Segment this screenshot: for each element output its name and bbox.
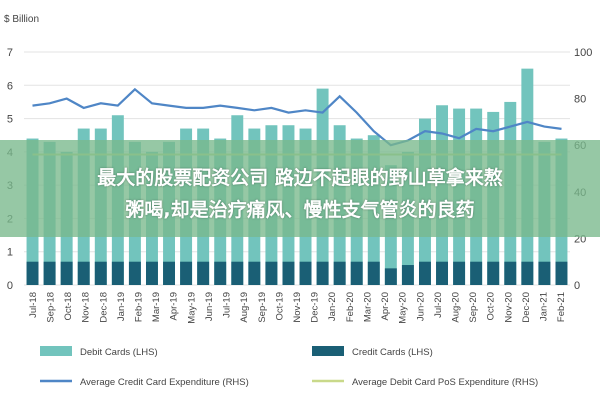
credit-bar [350, 261, 363, 285]
credit-bar [111, 261, 124, 285]
legend-label: Average Debit Card PoS Expenditure (RHS) [352, 377, 538, 388]
credit-bar [145, 261, 158, 285]
x-tick-label: Jan-21 [539, 292, 550, 321]
x-tick-label: Jun-20 [415, 292, 426, 321]
credit-bar [316, 261, 329, 285]
x-tick-label: Jun-19 [204, 292, 215, 321]
credit-bar [401, 265, 414, 285]
x-tick-label: Aug-20 [451, 292, 462, 323]
overlay-line-1: 最大的股票配资公司 路边不起眼的野山草拿来熬 [97, 167, 503, 189]
legend-label: Average Credit Card Expenditure (RHS) [80, 377, 249, 388]
credit-bar [436, 261, 449, 285]
credit-bar [470, 261, 483, 285]
credit-bar [418, 261, 431, 285]
credit-bar [128, 261, 141, 285]
credit-bar [94, 261, 107, 285]
credit-bar [265, 261, 278, 285]
x-tick-label: Jan-20 [327, 292, 338, 321]
x-tick-label: Jan-19 [116, 292, 127, 321]
legend-swatch [312, 346, 344, 356]
credit-bar [538, 261, 551, 285]
x-tick-labels: Jul-18 Sep-18 Oct-18 Nov-18 Dec-18 Jan-19 Feb-… [28, 292, 567, 324]
credit-bar [77, 261, 90, 285]
legend-label: Credit Cards (LHS) [352, 347, 433, 358]
x-tick-label: May-19 [186, 292, 197, 324]
x-tick-label: Dec-18 [98, 292, 109, 323]
credit-bar [231, 261, 244, 285]
credit-cards-bars [26, 261, 568, 285]
x-tick-label: Feb-20 [345, 292, 356, 322]
legend-label: Debit Cards (LHS) [80, 347, 158, 358]
x-tick-label: Feb-21 [556, 292, 567, 322]
x-tick-label: Jul-20 [433, 292, 444, 318]
credit-bar [333, 261, 346, 285]
y-right-tick: 80 [574, 94, 586, 106]
x-tick-label: Oct-18 [63, 292, 74, 321]
x-tick-label: Apr-20 [380, 292, 391, 321]
x-tick-label: Aug-19 [239, 292, 250, 323]
y-right-tick: 0 [574, 280, 580, 292]
credit-bar [487, 261, 500, 285]
credit-bar [504, 261, 517, 285]
credit-bar [43, 261, 56, 285]
y-left-tick: 6 [7, 80, 13, 92]
y-axis-unit-label: $ Billion [4, 14, 39, 25]
x-tick-label: May-20 [398, 292, 409, 324]
x-tick-label: Mar-19 [151, 292, 162, 322]
credit-bar [453, 261, 466, 285]
y-left-tick: 0 [7, 280, 13, 292]
x-tick-label: Dec-20 [521, 292, 532, 323]
credit-bar [197, 261, 210, 285]
credit-bar [384, 268, 397, 285]
x-tick-label: Nov-19 [292, 292, 303, 323]
x-tick-label: Jul-19 [222, 292, 233, 318]
x-tick-label: Jul-18 [28, 292, 39, 318]
credit-bar [299, 261, 312, 285]
credit-bar [180, 261, 193, 285]
credit-bar [367, 261, 380, 285]
credit-expenditure-line [32, 87, 562, 147]
legend-swatch [40, 346, 72, 356]
overlay-line-2: 粥喝,却是治疗痛风、慢性支气管炎的良药 [125, 199, 475, 221]
x-tick-label: Oct-19 [274, 292, 285, 321]
credit-bar [282, 261, 295, 285]
x-tick-label: Nov-20 [503, 292, 514, 323]
y-right-tick: 100 [574, 47, 592, 59]
legend: Debit Cards (LHS) Credit Cards (LHS) Avera… [40, 346, 538, 388]
y-left-tick: 1 [7, 247, 13, 259]
x-tick-label: Nov-18 [81, 292, 92, 323]
x-tick-label: Dec-19 [310, 292, 321, 323]
x-tick-label: Mar-20 [362, 292, 373, 322]
credit-bar [248, 261, 261, 285]
credit-bar [163, 261, 176, 285]
overlay-text: 最大的股票配资公司 路边不起眼的野山草拿来熬 粥喝,却是治疗痛风、慢性支气管炎的… [14, 162, 586, 226]
x-tick-label: Feb-19 [133, 292, 144, 322]
overlay-banner [0, 140, 600, 237]
credit-bar [26, 261, 39, 285]
credit-bar [555, 261, 568, 285]
x-tick-label: Sep-20 [468, 292, 479, 323]
x-tick-label: Sep-18 [45, 292, 56, 323]
y-left-tick: 5 [7, 114, 13, 126]
credit-bar [60, 261, 73, 285]
credit-bar [214, 261, 227, 285]
x-tick-label: Sep-19 [257, 292, 268, 323]
y-left-tick: 7 [7, 47, 13, 59]
credit-bar [521, 261, 534, 285]
x-tick-label: Oct-20 [486, 292, 497, 321]
x-tick-label: Apr-19 [169, 292, 180, 321]
